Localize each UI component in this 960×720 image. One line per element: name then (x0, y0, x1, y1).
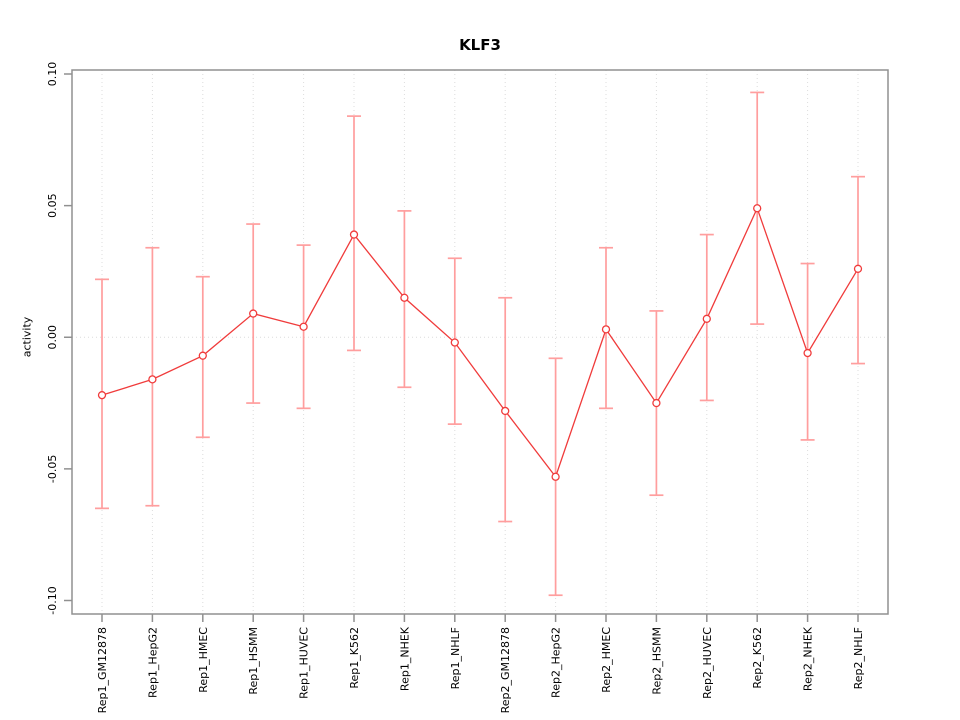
data-point (349, 230, 359, 239)
y-tick-label: 0.05 (46, 193, 59, 218)
data-point (803, 348, 812, 358)
data-line (101, 206, 859, 479)
data-point (501, 406, 510, 416)
x-tick-label: Rep2_HUVEC (701, 627, 714, 699)
x-tick-label: Rep1_GM12878 (96, 627, 109, 713)
x-tick-label: Rep2_K562 (751, 627, 764, 689)
data-point (249, 309, 258, 318)
data-point (551, 472, 560, 481)
x-tick-label: Rep1_NHLF (449, 627, 462, 689)
x-tick-label: Rep1_K562 (348, 627, 361, 689)
data-point (652, 398, 661, 408)
x-tick-label: Rep1_HSMM (247, 627, 260, 695)
data-point (753, 204, 762, 213)
plot-frame (71, 69, 889, 615)
x-tick-label: Rep2_NHEK (802, 626, 815, 691)
x-tick-label: Rep2_NHLF (852, 627, 865, 689)
data-point (148, 375, 157, 384)
data-point (97, 391, 107, 400)
data-point (450, 338, 459, 347)
x-tick-label: Rep2_HMEC (600, 627, 613, 693)
x-tick-label: Rep1_HUVEC (298, 627, 311, 699)
y-tick-label: 0.10 (46, 62, 59, 87)
data-point (853, 264, 863, 273)
data-point (400, 293, 409, 302)
chart-title: KLF3 (459, 36, 501, 54)
data-point (702, 314, 711, 323)
y-tick-label: 0.00 (46, 325, 59, 350)
y-tick-label: -0.10 (46, 586, 59, 614)
x-tick-label: Rep2_HSMM (650, 627, 663, 695)
data-point (299, 322, 308, 331)
x-tick-label: Rep1_NHEK (398, 626, 411, 691)
data-point (601, 325, 611, 334)
x-tick-label: Rep1_HepG2 (146, 627, 159, 698)
x-tick-label: Rep2_HepG2 (550, 627, 563, 698)
data-point (198, 351, 207, 360)
x-tick-label: Rep1_HMEC (197, 627, 210, 693)
y-tick-label: -0.05 (46, 455, 59, 483)
x-tick-label: Rep2_GM12878 (499, 627, 512, 713)
